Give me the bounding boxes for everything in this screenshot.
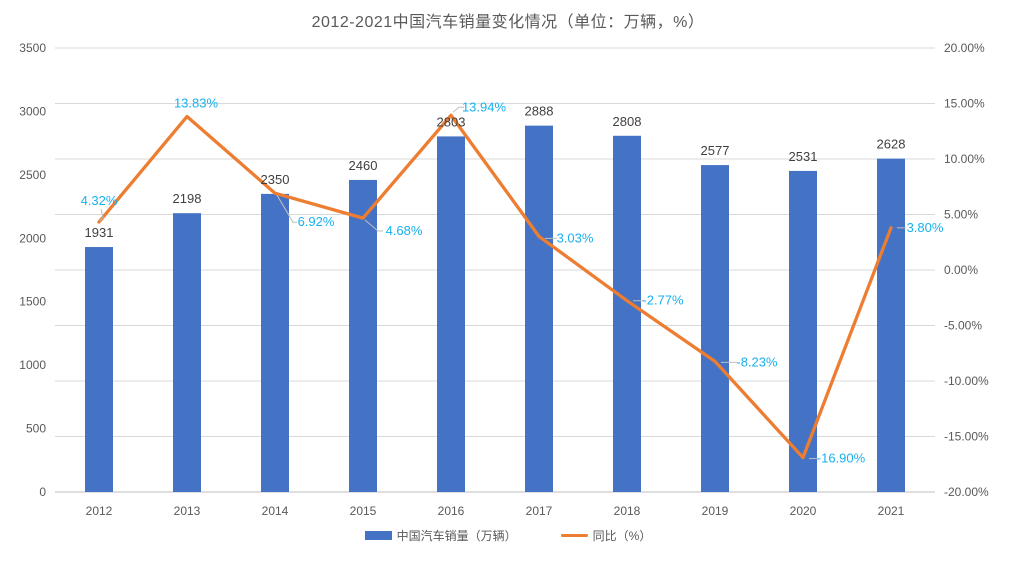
yoy-point-label: -2.77%: [642, 293, 684, 308]
bar-value-label: 2628: [877, 137, 906, 152]
bar-value-label: 2577: [701, 143, 730, 158]
bar-2014: [261, 193, 289, 492]
left-axis-tick-label: 3000: [19, 104, 46, 118]
left-axis-tick-label: 500: [26, 422, 46, 436]
legend-item-sales[interactable]: 中国汽车销量（万辆）: [364, 527, 517, 544]
legend-label-yoy: 同比（%）: [592, 529, 652, 543]
x-axis-year-label: 2015: [350, 504, 377, 518]
label-leader-line: [364, 219, 383, 232]
x-axis-year-label: 2012: [86, 504, 113, 518]
legend-label-sales: 中国汽车销量（万辆）: [396, 529, 517, 543]
left-axis-tick-label: 2000: [19, 231, 46, 245]
right-axis-tick-label: -20.00%: [944, 485, 989, 499]
bar-value-label: 2803: [437, 114, 466, 129]
bar-2018: [613, 135, 641, 492]
x-axis-year-label: 2018: [614, 504, 641, 518]
bar-value-label: 2808: [613, 114, 642, 129]
yoy-point-label: 4.32%: [81, 193, 118, 208]
bar-2017: [525, 125, 553, 493]
left-axis-tick-label: 3500: [19, 41, 46, 55]
bar-2019: [701, 165, 729, 492]
x-axis-year-label: 2017: [526, 504, 553, 518]
x-axis-year-label: 2021: [878, 504, 905, 518]
bar-2021: [877, 158, 905, 492]
right-axis-tick-label: 15.00%: [944, 97, 985, 111]
right-axis-tick-label: 20.00%: [944, 41, 985, 55]
right-axis-tick-label: -5.00%: [944, 319, 982, 333]
x-axis-year-label: 2019: [702, 504, 729, 518]
label-leader-line: [452, 106, 464, 113]
yoy-point-label: 13.83%: [174, 95, 219, 110]
right-axis-tick-label: 0.00%: [944, 263, 978, 277]
yoy-line: [97, 113, 893, 460]
x-axis-year-label: 2013: [174, 504, 201, 518]
right-axis-tick-label: 5.00%: [944, 208, 978, 222]
bar-value-label: 2531: [789, 149, 818, 164]
left-axis-tick-label: 2500: [19, 168, 46, 182]
bar-value-label: 2198: [173, 191, 202, 206]
bar-series-swatch-icon: [364, 531, 392, 540]
bar-value-label: 1931: [85, 225, 114, 240]
yoy-point-label: 3.80%: [907, 220, 944, 235]
yoy-point-label: -16.90%: [817, 451, 866, 466]
label-leader-line: [276, 194, 297, 223]
legend-item-yoy[interactable]: 同比（%）: [560, 527, 652, 544]
x-axis-year-label: 2020: [790, 504, 817, 518]
left-axis-tick-label: 1000: [19, 358, 46, 372]
bar-2013: [173, 213, 201, 492]
yoy-point-label: 6.92%: [298, 214, 335, 229]
bar-2016: [437, 136, 465, 492]
right-axis-tick-label: -10.00%: [944, 374, 989, 388]
yoy-point-label: -8.23%: [736, 354, 778, 369]
bar-2020: [789, 170, 817, 493]
yoy-point-label: 13.94%: [462, 99, 507, 114]
bar-value-label: 2460: [349, 158, 378, 173]
line-series-swatch-icon: [560, 534, 588, 537]
left-axis-tick-label: 1500: [19, 295, 46, 309]
bar-value-label: 2888: [525, 104, 554, 119]
x-axis-year-label: 2016: [438, 504, 465, 518]
label-leader-line: [99, 208, 104, 222]
x-axis-year-label: 2014: [262, 504, 289, 518]
bar-2015: [349, 179, 377, 492]
left-axis-tick-label: 0: [39, 485, 46, 499]
bar-2012: [85, 247, 113, 492]
legend: 中国汽车销量（万辆） 同比（%）: [0, 527, 1016, 544]
right-axis-tick-label: -15.00%: [944, 430, 989, 444]
chart-title: 2012-2021中国汽车销量变化情况（单位：万辆，%）: [311, 14, 705, 31]
right-axis-tick-label: 10.00%: [944, 152, 985, 166]
yoy-point-label: 3.03%: [557, 230, 594, 245]
yoy-point-label: 4.68%: [386, 223, 423, 238]
bar-value-label: 2350: [261, 172, 290, 187]
